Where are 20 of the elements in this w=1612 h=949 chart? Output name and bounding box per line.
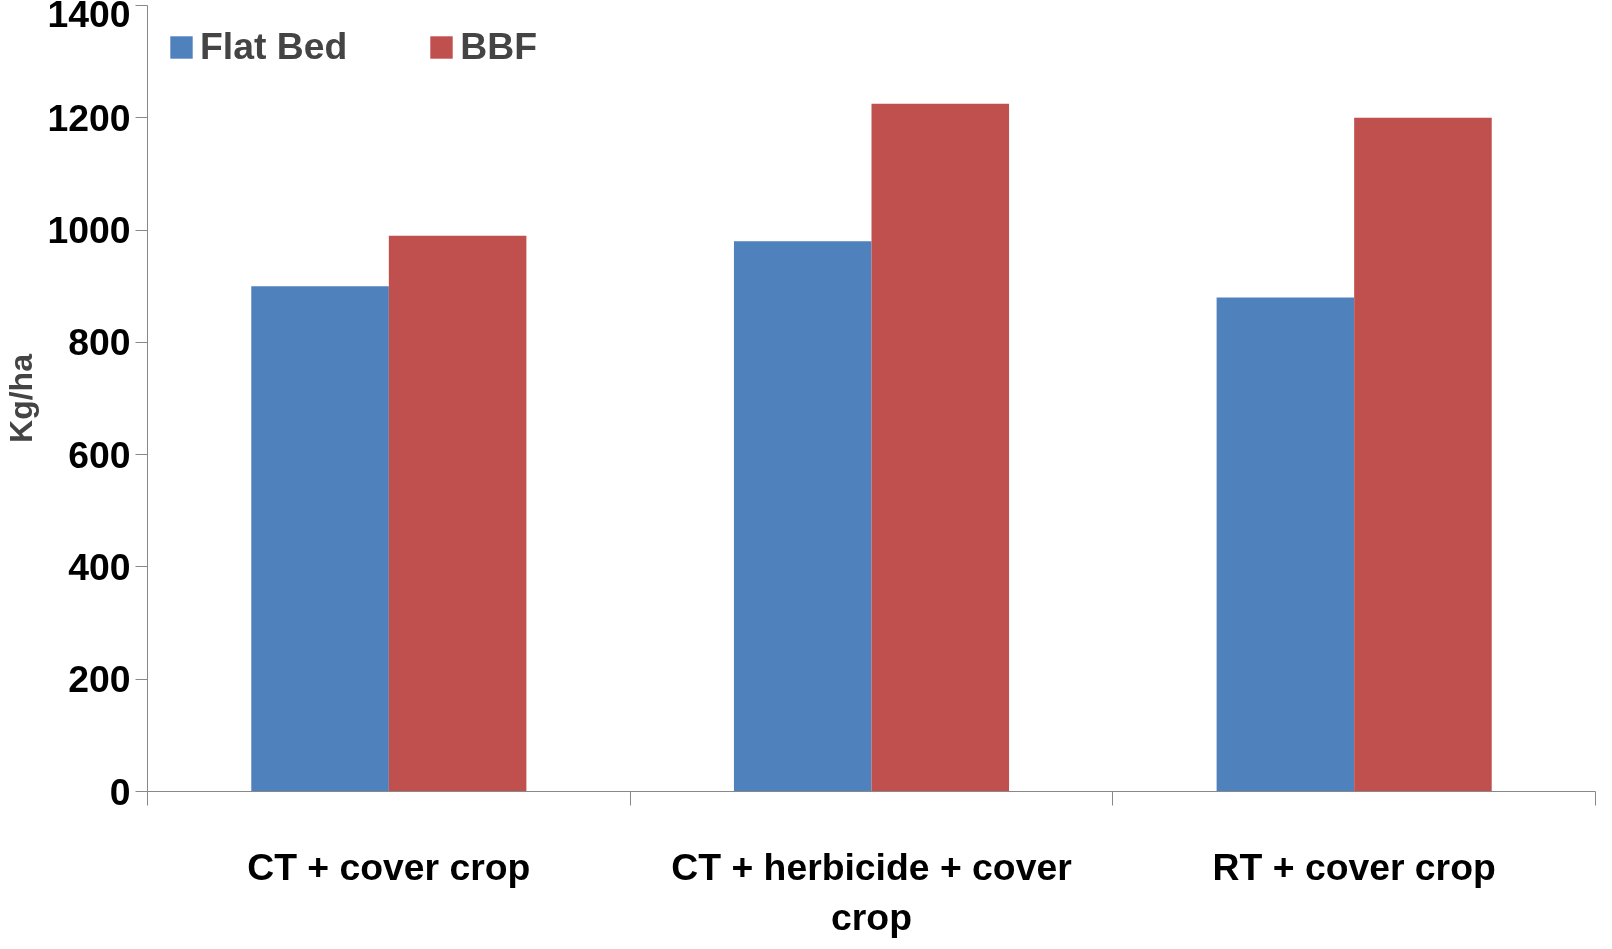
y-tick-label: 800 — [68, 321, 131, 364]
y-tick-label: 600 — [68, 433, 131, 476]
bar — [251, 286, 389, 792]
bar — [1354, 117, 1492, 792]
y-axis-title: Kg/ha — [3, 353, 40, 443]
bar — [388, 235, 527, 792]
bar — [1216, 297, 1355, 792]
bar — [871, 103, 1010, 792]
y-tick-label: 1000 — [47, 209, 131, 252]
bar — [733, 241, 872, 792]
y-tick-label: 1200 — [47, 96, 131, 139]
y-tick-label: 400 — [68, 545, 131, 588]
x-tick-label: RT + cover crop — [1212, 845, 1496, 888]
legend-label: BBF — [460, 25, 537, 68]
y-tick-label: 200 — [68, 658, 131, 701]
y-tick-label: 0 — [109, 770, 131, 813]
x-tick-label: CT + herbicide + cover crop — [671, 845, 1072, 938]
legend-label: Flat Bed — [200, 25, 348, 68]
y-tick-label: 1400 — [47, 0, 131, 35]
x-tick-label: CT + cover crop — [247, 845, 531, 888]
